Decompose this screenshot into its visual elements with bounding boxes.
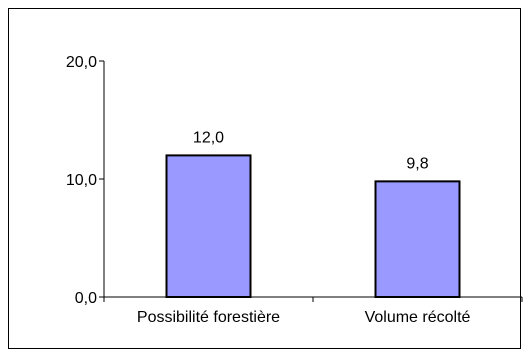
data-label: 9,8 [406, 155, 428, 172]
y-tick-label: 0,0 [75, 290, 97, 307]
bar-1 [165, 154, 252, 298]
category-label: Volume récolté [365, 309, 471, 326]
x-ticks-group [103, 297, 523, 302]
y-tick-label: 10,0 [66, 172, 97, 189]
bars-group [165, 154, 461, 298]
y-ticks-group: 0,0 10,0 20,0 [66, 54, 104, 307]
y-tick-label: 20,0 [66, 54, 97, 71]
labels-group: 12,0 Possibilité forestière 9,8 Volume réco… [137, 129, 471, 326]
category-label: Possibilité forestière [137, 309, 280, 326]
bar-2 [374, 180, 461, 298]
data-label: 12,0 [193, 129, 224, 146]
